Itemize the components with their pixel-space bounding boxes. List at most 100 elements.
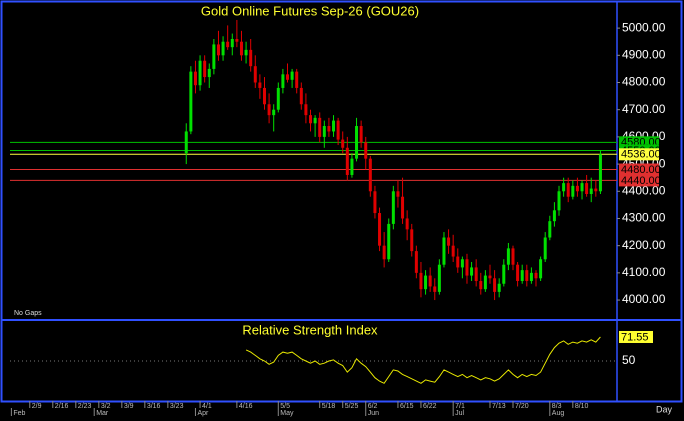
candle-body <box>405 218 409 230</box>
candle-body <box>364 142 368 159</box>
candle-body <box>456 256 460 268</box>
candle-body <box>428 275 432 287</box>
candle-body <box>401 196 405 219</box>
candle-body <box>189 71 193 132</box>
y-tick-label: 4400.00 <box>622 183 666 197</box>
candle-body <box>534 272 538 279</box>
y-tick-label: 50 <box>622 353 636 367</box>
candle-body <box>580 183 584 192</box>
frame <box>0 0 683 403</box>
y-tick-label: 4000.00 <box>622 292 666 306</box>
candle-body <box>313 117 317 124</box>
x-tick-label: 2/9 <box>32 403 42 410</box>
candle-body <box>345 147 349 175</box>
candle-body <box>552 210 556 222</box>
x-tick-label: 6/22 <box>423 403 437 410</box>
candle-body <box>562 183 566 192</box>
candle-body <box>548 221 552 238</box>
candle-body <box>483 275 487 290</box>
level-label: 4440.00 <box>621 175 661 187</box>
candle-body <box>378 213 382 246</box>
chart-title: Gold Online Futures Sep-26 (GOU26) <box>201 3 419 18</box>
y-tick-label: 4900.00 <box>622 47 666 61</box>
y-tick-label: 4700.00 <box>622 102 666 116</box>
indicator-title: Relative Strength Index <box>242 322 378 337</box>
candle-body <box>336 120 340 140</box>
candle-body <box>414 251 418 273</box>
x-tick-label: 2/23 <box>78 403 92 410</box>
y-tick-label: 4800.00 <box>622 75 666 89</box>
y-tick-label: 4200.00 <box>622 238 666 252</box>
candle-body <box>571 185 575 197</box>
candle-body <box>598 154 602 192</box>
level-label-box <box>619 174 659 187</box>
candle-body <box>332 120 336 132</box>
candle-body <box>272 109 276 116</box>
month-label: Jul <box>455 410 464 417</box>
candle-body <box>212 44 216 69</box>
candle-body <box>575 185 579 192</box>
month-label: May <box>280 410 294 417</box>
period-label: Day <box>656 404 673 414</box>
candle-body <box>387 223 391 260</box>
candle-body <box>359 126 363 143</box>
candle-body <box>368 158 372 192</box>
candle-body <box>488 275 492 279</box>
candle-body <box>193 71 197 86</box>
candle-body <box>391 191 395 224</box>
month-label: Jun <box>368 410 379 417</box>
candle-body <box>506 248 510 265</box>
candle-body <box>557 191 561 211</box>
candle-body <box>304 104 308 116</box>
candle-body <box>322 126 326 137</box>
candle-body <box>318 117 322 137</box>
candle-body <box>460 259 464 268</box>
y-tick-label: 5000.00 <box>622 20 666 34</box>
x-tick-label: 7/1 <box>455 403 465 410</box>
candle-body <box>502 264 506 284</box>
month-label: Apr <box>197 410 209 417</box>
candle-body <box>258 82 262 88</box>
candle-body <box>433 286 437 292</box>
candle-body <box>281 74 285 88</box>
candle-body <box>419 272 423 290</box>
candle-body <box>529 272 533 282</box>
candle-body <box>262 87 266 105</box>
candle-body <box>295 71 299 88</box>
candle-body <box>410 229 414 252</box>
candle-body <box>585 183 589 194</box>
x-tick-label: 5/25 <box>345 403 359 410</box>
indicator-line <box>245 336 601 384</box>
note: No Gaps <box>14 310 42 317</box>
candle-body <box>589 188 593 194</box>
candle-body <box>539 259 543 279</box>
x-tick-label: 6/2 <box>368 403 378 410</box>
last-value-box <box>619 330 653 343</box>
x-tick-label: 2/16 <box>55 403 69 410</box>
x-tick-label: 4/1 <box>202 403 212 410</box>
candle-body <box>235 38 239 42</box>
candle-body <box>525 270 529 282</box>
candle-body <box>276 87 280 110</box>
x-tick-label: 5/18 <box>322 403 336 410</box>
candle-body <box>341 139 345 148</box>
candle-body <box>253 66 257 83</box>
x-tick-label: 8/10 <box>575 403 589 410</box>
candle-body <box>226 41 230 48</box>
candle-body <box>184 131 188 154</box>
last-value-label: 71.55 <box>621 331 649 343</box>
x-tick-label: 3/23 <box>170 403 184 410</box>
x-tick-label: 6/15 <box>400 403 414 410</box>
level-label-box <box>619 148 659 161</box>
candle-body <box>566 183 570 197</box>
candle-body <box>447 237 451 246</box>
month-label: Mar <box>96 410 109 417</box>
x-tick-label: 3/2 <box>101 403 111 410</box>
candle-body <box>198 60 202 86</box>
y-tick-label: 4300.00 <box>622 211 666 225</box>
x-tick-label: 7/13 <box>492 403 506 410</box>
candle-body <box>355 126 359 159</box>
candle-body <box>479 281 483 290</box>
x-tick-label: 8/3 <box>552 403 562 410</box>
